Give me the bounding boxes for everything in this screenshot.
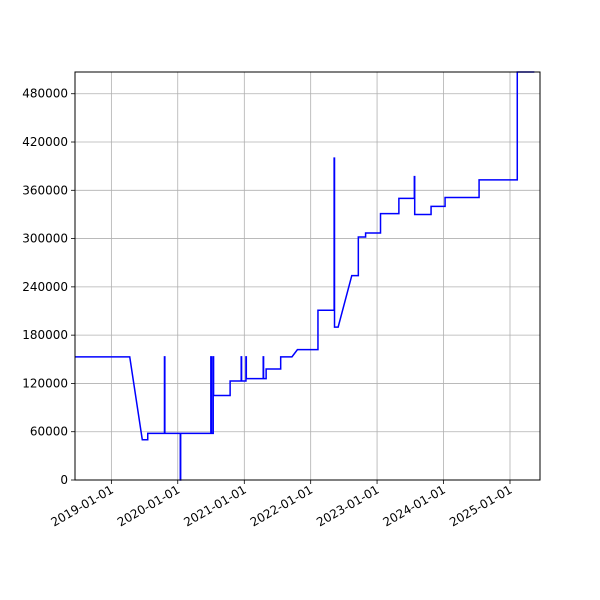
y-tick-label: 120000 [22, 376, 68, 390]
y-tick-label: 240000 [22, 280, 68, 294]
series-layer [75, 71, 535, 481]
plot-area [75, 72, 540, 480]
y-tick-label: 0 [60, 473, 68, 487]
y-tick-label: 60000 [30, 425, 68, 439]
y-tick-label: 480000 [22, 87, 68, 101]
grid-lines [75, 72, 540, 481]
plot-frame [74, 71, 541, 481]
y-axis: 0 60000 120000 180000 240000 300000 360000 4200… [22, 87, 75, 487]
y-tick-label: 300000 [22, 232, 68, 246]
y-tick-label: 420000 [22, 135, 68, 149]
y-tick-label: 360000 [22, 183, 68, 197]
y-tick-label: 180000 [22, 328, 68, 342]
series-line [75, 71, 535, 481]
